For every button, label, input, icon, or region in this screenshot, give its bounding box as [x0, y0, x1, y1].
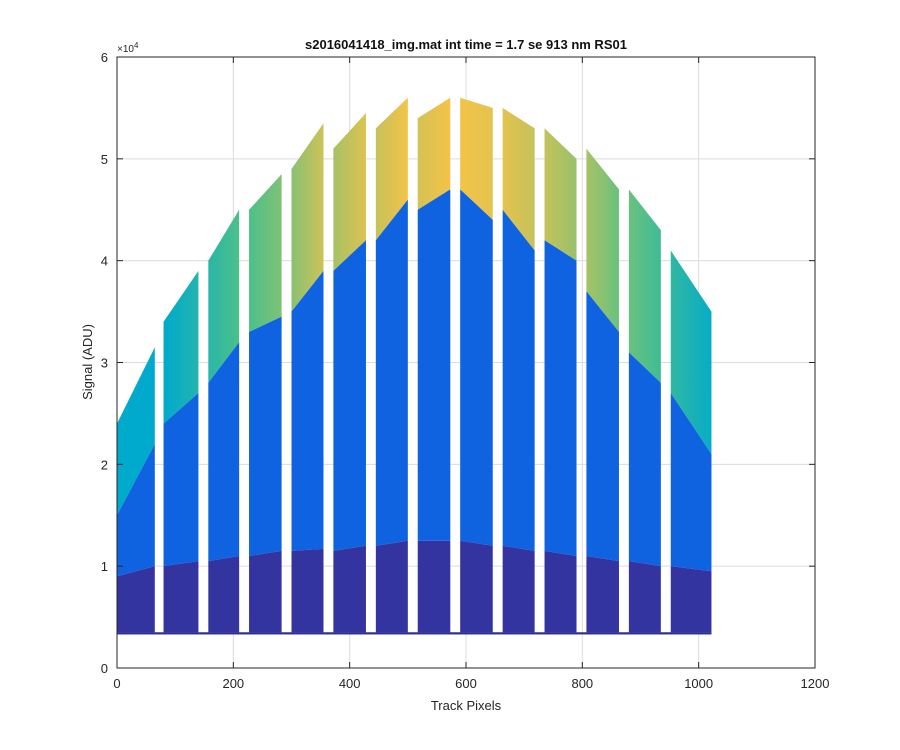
- x-axis-label: Track Pixels: [431, 698, 502, 713]
- segment-lower-band: [502, 545, 535, 633]
- segment-upper-band: [208, 209, 240, 383]
- segment-middle-band: [586, 291, 619, 562]
- segment-upper-band: [291, 123, 324, 312]
- segment-middle-band: [670, 393, 712, 572]
- segment-upper-band: [628, 189, 661, 383]
- segment-upper-band: [460, 97, 493, 220]
- y-tick-label: 1: [101, 559, 108, 574]
- segment-lower-band: [375, 540, 408, 633]
- segment-middle-band: [628, 352, 661, 567]
- y-tick-label: 5: [101, 152, 108, 167]
- segment-middle-band: [375, 199, 408, 546]
- segment-lower-band: [586, 555, 619, 633]
- segment-lower-band: [291, 548, 324, 633]
- segment-lower-band: [249, 550, 282, 633]
- segment-middle-band: [291, 270, 324, 551]
- signal-series: [117, 97, 712, 635]
- segment-middle-band: [333, 240, 366, 551]
- x-tick-label: 1200: [801, 676, 830, 691]
- segment-upper-band: [670, 250, 712, 455]
- segment-lower-band: [208, 555, 240, 633]
- segment-middle-band: [460, 189, 493, 546]
- segment-upper-band: [333, 113, 366, 271]
- segment-lower-band: [628, 561, 661, 633]
- segment-upper-band: [502, 107, 535, 251]
- x-tick-label: 800: [571, 676, 593, 691]
- segment-middle-band: [163, 393, 199, 567]
- x-tick-label: 400: [339, 676, 361, 691]
- y-axis-label: Signal (ADU): [80, 324, 95, 400]
- ticks: 0 200 400 600 800 1000 1200 0 1 2 3 4 5 6: [101, 50, 830, 691]
- segment-lower-band: [417, 540, 451, 633]
- baseline-strip: [117, 632, 712, 635]
- x-tick-label: 0: [113, 676, 120, 691]
- segment-lower-band: [117, 566, 155, 633]
- y-tick-label: 6: [101, 50, 108, 65]
- x-tick-label: 200: [222, 676, 244, 691]
- chart-title: s2016041418_img.mat int time = 1.7 se 91…: [305, 37, 627, 52]
- y-tick-label: 3: [101, 356, 108, 371]
- segment-lower-band: [163, 561, 199, 633]
- segment-lower-band: [544, 550, 577, 633]
- segment-middle-band: [208, 342, 240, 562]
- segment-lower-band: [670, 566, 712, 633]
- segment-lower-band: [333, 545, 366, 633]
- segment-upper-band: [163, 270, 199, 424]
- segment-middle-band: [417, 189, 451, 541]
- segment-middle-band: [117, 443, 155, 577]
- x-tick-label: 600: [455, 676, 477, 691]
- segment-lower-band: [460, 540, 493, 633]
- y-tick-label: 0: [101, 661, 108, 676]
- segment-upper-band: [586, 148, 619, 332]
- segment-middle-band: [502, 209, 535, 551]
- segment-upper-band: [417, 97, 451, 210]
- segment-upper-band: [544, 128, 577, 261]
- segment-upper-band: [375, 97, 408, 241]
- segment-upper-band: [117, 347, 155, 516]
- segment-middle-band: [249, 316, 282, 556]
- segment-upper-band: [249, 174, 282, 332]
- x-tick-label: 1000: [684, 676, 713, 691]
- y-tick-label: 4: [101, 254, 108, 269]
- y-tick-label: 2: [101, 457, 108, 472]
- segment-middle-band: [544, 240, 577, 556]
- y-exponent-label: ×104: [117, 41, 139, 55]
